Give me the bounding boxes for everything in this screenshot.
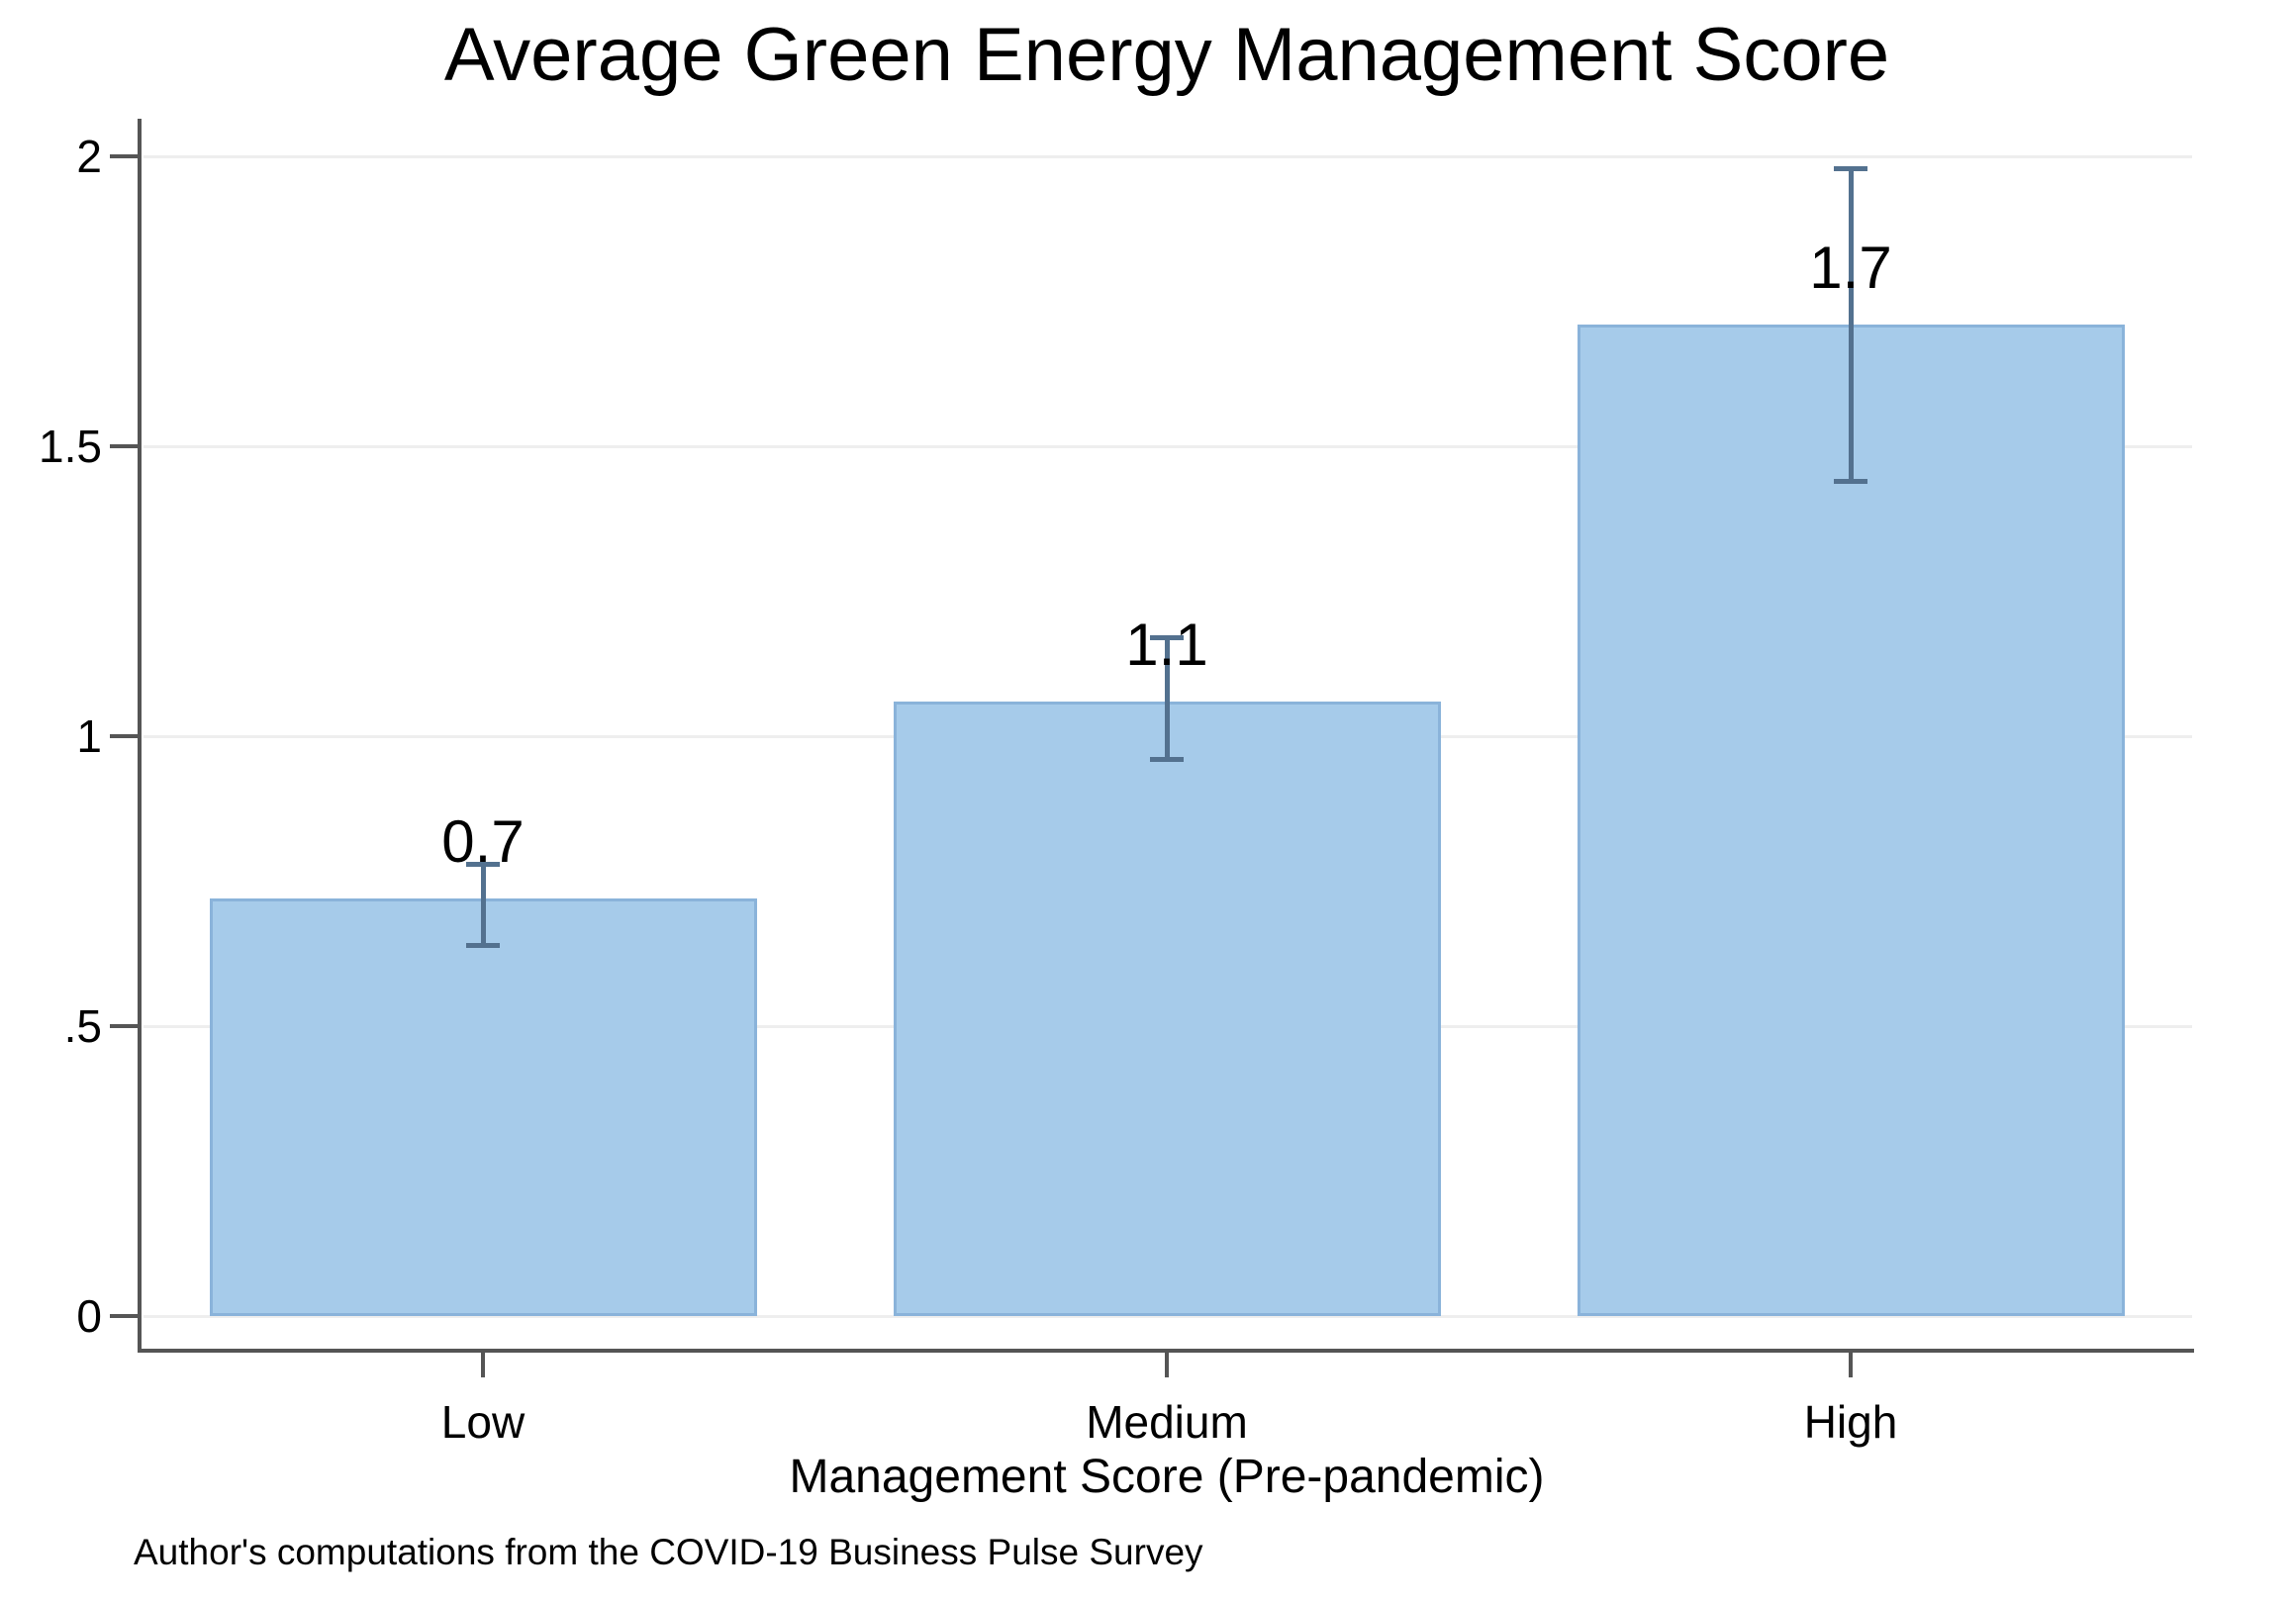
x-axis-tick: [1849, 1351, 1853, 1377]
y-tick-label: 1.5: [39, 421, 102, 472]
bar-value-label: 1.7: [1809, 235, 1892, 301]
chart-title: Average Green Energy Management Score: [443, 13, 1890, 97]
y-axis-tick: [110, 734, 141, 738]
y-gridline: [144, 1315, 2192, 1318]
y-tick-label: 0: [76, 1290, 102, 1342]
y-gridline: [144, 155, 2192, 158]
bar-value-label: 1.1: [1125, 612, 1208, 678]
error-bar-cap-bottom: [466, 943, 500, 948]
error-bar-cap-bottom: [1834, 479, 1867, 484]
error-bar-cap-top: [1150, 635, 1184, 640]
error-bar-medium: [1165, 637, 1170, 759]
y-gridline: [144, 445, 2192, 448]
bar-medium: [893, 702, 1441, 1316]
error-bar-cap-bottom: [1150, 757, 1184, 762]
x-axis-line: [138, 1349, 2194, 1353]
bar-low: [209, 898, 757, 1316]
source-note: Author's computations from the COVID-19 …: [134, 1532, 1203, 1572]
error-bar-cap-top: [466, 862, 500, 867]
bar-value-label: 0.7: [441, 808, 525, 875]
error-bar-low: [481, 864, 486, 945]
x-category-label-high: High: [1803, 1396, 1898, 1448]
y-axis-tick: [110, 154, 141, 158]
error-bar-high: [1849, 168, 1854, 481]
x-axis-tick: [1165, 1351, 1169, 1377]
y-axis-line: [138, 119, 142, 1353]
y-axis-tick: [110, 444, 141, 448]
error-bar-cap-top: [1834, 166, 1867, 171]
x-axis-title: Management Score (Pre-pandemic): [789, 1451, 1545, 1503]
y-tick-label: 2: [76, 131, 102, 182]
y-axis-tick: [110, 1024, 141, 1028]
x-category-label-low: Low: [440, 1396, 526, 1448]
y-tick-label: .5: [63, 1000, 102, 1052]
x-axis-tick: [481, 1351, 485, 1377]
y-tick-label: 1: [76, 710, 102, 762]
y-axis-tick: [110, 1314, 141, 1318]
x-category-label-medium: Medium: [1086, 1396, 1248, 1448]
